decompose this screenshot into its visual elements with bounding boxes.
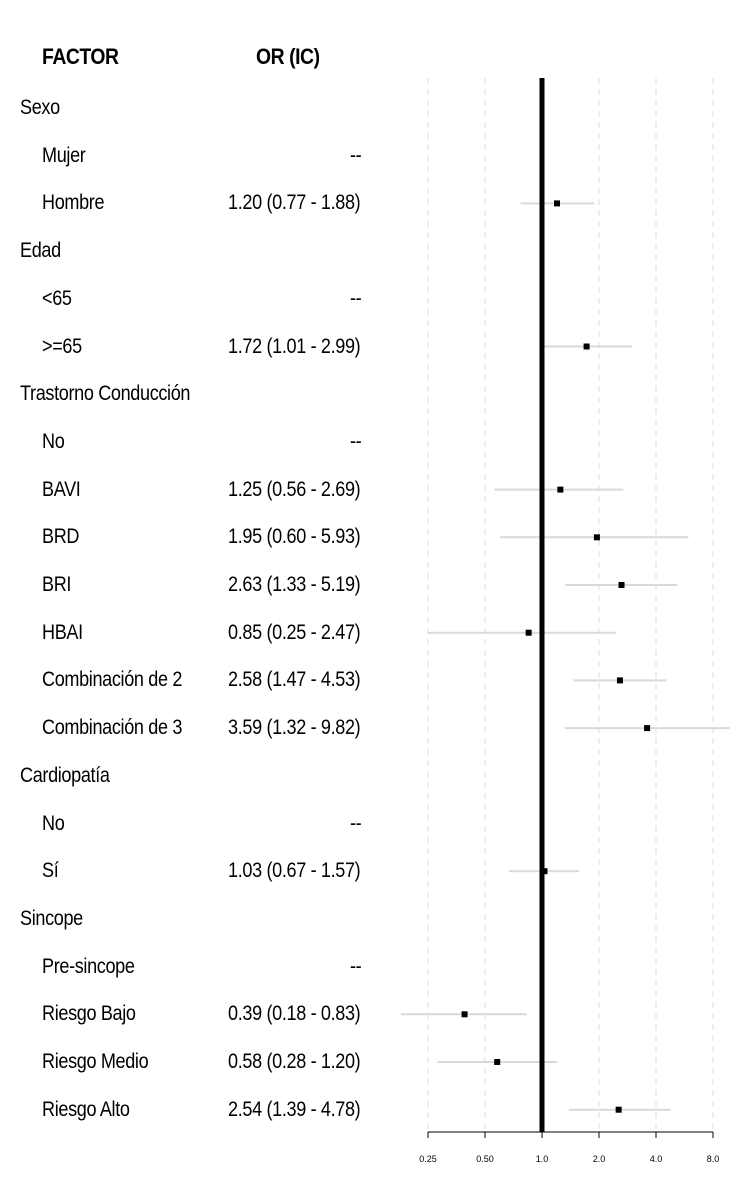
or-ci-text: 0.39 (0.18 - 0.83) bbox=[228, 1002, 361, 1026]
reference-dash: -- bbox=[350, 286, 362, 310]
group-row: Cardiopatía bbox=[0, 761, 380, 791]
group-row: Sincope bbox=[0, 904, 380, 934]
group-row: Edad bbox=[0, 236, 380, 266]
or-ci-text: 2.58 (1.47 - 4.53) bbox=[228, 668, 361, 692]
reference-dash: -- bbox=[350, 143, 362, 167]
point-estimate bbox=[541, 868, 548, 875]
factor-label: BRD bbox=[42, 525, 80, 549]
factor-row: BAVI 1.25 (0.56 - 2.69) bbox=[0, 475, 380, 505]
group-label: Sincope bbox=[20, 906, 83, 930]
point-estimate bbox=[593, 534, 600, 541]
x-tick-label: 0.25 bbox=[419, 1154, 437, 1164]
point-estimate bbox=[615, 1106, 622, 1113]
factor-row: Hombre 1.20 (0.77 - 1.88) bbox=[0, 188, 380, 218]
factor-row: >=65 1.72 (1.01 - 2.99) bbox=[0, 332, 380, 362]
factor-label: Hombre bbox=[42, 191, 105, 215]
point-estimate bbox=[461, 1011, 468, 1018]
factor-column-header: FACTOR bbox=[42, 44, 119, 69]
factor-label: <65 bbox=[42, 286, 72, 310]
group-label: Edad bbox=[20, 239, 61, 263]
factor-row: Combinación de 2 2.58 (1.47 - 4.53) bbox=[0, 665, 380, 695]
factor-row: Riesgo Alto 2.54 (1.39 - 4.78) bbox=[0, 1095, 380, 1125]
reference-dash: -- bbox=[350, 429, 362, 453]
group-label: Trastorno Conducción bbox=[20, 382, 191, 406]
factor-label: BRI bbox=[42, 573, 72, 596]
factor-label: Mujer bbox=[42, 143, 86, 167]
x-tick-label: 2.0 bbox=[593, 1154, 606, 1164]
factor-label: >=65 bbox=[42, 334, 82, 358]
or-ci-text: 2.63 (1.33 - 5.19) bbox=[228, 573, 361, 596]
group-label: Sexo bbox=[20, 96, 60, 119]
point-estimate bbox=[616, 677, 623, 684]
or-column-header: OR (IC) bbox=[256, 44, 320, 69]
or-ci-text: 1.72 (1.01 - 2.99) bbox=[228, 334, 361, 358]
factor-row: Riesgo Bajo 0.39 (0.18 - 0.83) bbox=[0, 999, 380, 1029]
factor-row: Mujer -- bbox=[0, 141, 380, 171]
factor-row: Pre-sincope -- bbox=[0, 952, 380, 982]
x-tick-label: 0.50 bbox=[476, 1154, 494, 1164]
factor-label: HBAI bbox=[42, 620, 83, 644]
factor-label: Combinación de 3 bbox=[42, 716, 183, 740]
factor-row: HBAI 0.85 (0.25 - 2.47) bbox=[0, 618, 380, 648]
factor-row: Riesgo Medio 0.58 (0.28 - 1.20) bbox=[0, 1047, 380, 1077]
or-ci-text: 3.59 (1.32 - 9.82) bbox=[228, 716, 361, 740]
point-estimate bbox=[583, 343, 590, 350]
or-ci-text: 2.54 (1.39 - 4.78) bbox=[228, 1097, 361, 1121]
reference-dash: -- bbox=[350, 954, 362, 978]
group-label: Cardiopatía bbox=[20, 763, 110, 787]
or-ci-text: 1.20 (0.77 - 1.88) bbox=[228, 191, 361, 215]
point-estimate bbox=[553, 200, 560, 207]
factor-label: No bbox=[42, 811, 65, 835]
or-ci-text: 1.95 (0.60 - 5.93) bbox=[228, 525, 361, 549]
point-estimate bbox=[618, 582, 625, 588]
factor-row: <65 -- bbox=[0, 284, 380, 314]
or-ci-text: 0.85 (0.25 - 2.47) bbox=[228, 620, 361, 644]
point-estimate bbox=[644, 725, 651, 732]
x-tick-label: 1.0 bbox=[536, 1154, 549, 1164]
factor-label: Riesgo Alto bbox=[42, 1097, 130, 1121]
factor-row: No -- bbox=[0, 427, 380, 457]
group-row: Sexo bbox=[0, 93, 380, 123]
point-estimate bbox=[525, 629, 532, 636]
point-estimate bbox=[557, 486, 564, 493]
factor-row: BRD 1.95 (0.60 - 5.93) bbox=[0, 522, 380, 552]
factor-row: BRI 2.63 (1.33 - 5.19) bbox=[0, 570, 380, 600]
factor-row: Sí 1.03 (0.67 - 1.57) bbox=[0, 856, 380, 886]
or-ci-text: 1.25 (0.56 - 2.69) bbox=[228, 477, 361, 501]
factor-row: No -- bbox=[0, 809, 380, 839]
factor-label: BAVI bbox=[42, 477, 81, 501]
group-row: Trastorno Conducción bbox=[0, 379, 380, 409]
x-tick-label: 4.0 bbox=[650, 1154, 663, 1164]
factor-label: Combinación de 2 bbox=[42, 668, 183, 692]
factor-label: Riesgo Bajo bbox=[42, 1002, 136, 1026]
factor-label: No bbox=[42, 429, 65, 453]
x-tick-label: 8.0 bbox=[707, 1154, 720, 1164]
point-estimate bbox=[494, 1059, 501, 1065]
reference-dash: -- bbox=[350, 811, 362, 835]
or-ci-text: 0.58 (0.28 - 1.20) bbox=[228, 1050, 361, 1073]
factor-row: Combinación de 3 3.59 (1.32 - 9.82) bbox=[0, 713, 380, 743]
factor-label: Riesgo Medio bbox=[42, 1050, 149, 1073]
factor-label: Pre-sincope bbox=[42, 954, 135, 978]
factor-label: Sí bbox=[42, 859, 59, 883]
or-ci-text: 1.03 (0.67 - 1.57) bbox=[228, 859, 361, 883]
